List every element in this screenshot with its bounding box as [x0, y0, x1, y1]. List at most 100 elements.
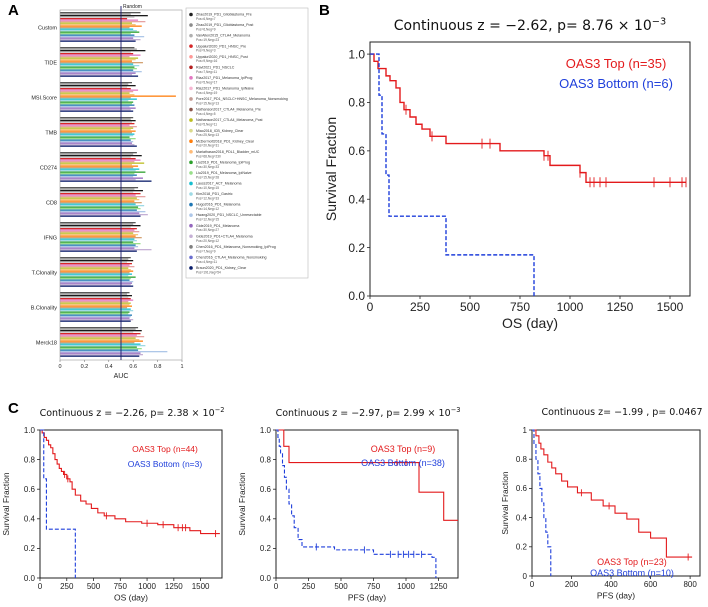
- bar-IFNG-5: [60, 229, 135, 231]
- y-tick-label: 0.6: [348, 144, 365, 158]
- bar-TMB-11: [60, 133, 135, 135]
- x-tick-label: 250: [60, 582, 74, 591]
- x-tick-label: 750: [367, 582, 381, 591]
- y-tick-label: 0.8: [260, 455, 272, 464]
- bar-Merck18-10: [60, 342, 135, 344]
- legend-marker: [189, 139, 193, 144]
- bar-Custom-15: [60, 34, 135, 36]
- km-curve-bottom: [276, 429, 437, 578]
- bar-T.Clonality-3: [60, 261, 128, 263]
- bar-CD274-10: [60, 167, 134, 169]
- legend-counts: Pos=68,Neg=230: [196, 154, 221, 158]
- bar-CD274-19: [60, 180, 152, 182]
- x-tick-label: 800: [683, 580, 697, 589]
- bar-MSI.Score-10: [60, 97, 131, 99]
- legend-entry: Riaz2017_PD1_Melanoma_IpiNaive: [196, 87, 254, 91]
- bar-TIDE-9: [60, 60, 132, 62]
- legend-entry-top: OAS3 Top (n=23): [597, 557, 667, 567]
- bar-CD8-10: [60, 202, 142, 204]
- bar-IFNG-18: [60, 249, 152, 251]
- x-tick-label: 1250: [165, 582, 183, 591]
- bar-CD8-9: [60, 200, 135, 202]
- bar-Custom-13: [60, 31, 140, 33]
- legend-entry: Chen2016_PD1_Melanoma_Nonsmoking_IpiProg: [196, 245, 276, 249]
- bar-TIDE-7: [60, 57, 139, 59]
- legend-counts: Pos=10,Neg=15: [196, 186, 219, 190]
- bar-B.Clonality-11: [60, 308, 131, 310]
- x-tick-label: 750: [114, 582, 128, 591]
- bar-CD274-8: [60, 164, 132, 166]
- x-tick-label: 200: [565, 580, 579, 589]
- y-tick-label: 0.2: [260, 544, 272, 553]
- y-tick-label: 1: [523, 426, 528, 435]
- bar-Merck18-6: [60, 336, 145, 338]
- bar-CD8-15: [60, 209, 137, 211]
- bar-TIDE-19: [60, 75, 139, 77]
- bar-CD8-7: [60, 197, 137, 199]
- bar-T.Clonality-8: [60, 269, 131, 271]
- bar-MSI.Score-17: [60, 107, 136, 109]
- bar-Merck18-12: [60, 345, 146, 347]
- bar-B.Clonality-2: [60, 295, 132, 297]
- bar-B.Clonality-9: [60, 305, 132, 307]
- bar-TIDE-18: [60, 74, 132, 76]
- legend-counts: Pos=7,Neg=9: [196, 249, 216, 253]
- legend-marker: [189, 107, 193, 112]
- bar-TIDE-17: [60, 72, 136, 74]
- bar-CD274-17: [60, 177, 143, 179]
- bar-Custom-18: [60, 39, 141, 41]
- bar-TMB-16: [60, 141, 134, 143]
- y-tick-label: 0.6: [516, 484, 528, 493]
- legend-entry: Gide2019_PD1+CTLA4_Melanoma: [196, 234, 253, 238]
- y-tick-label: 1.0: [260, 426, 272, 435]
- x-tick-label: 0.2: [81, 364, 89, 370]
- bar-Merck18-8: [60, 339, 140, 341]
- bar-IFNG-7: [60, 232, 134, 234]
- bar-Custom-5: [60, 19, 139, 21]
- x-tick-label: 400: [604, 580, 618, 589]
- legend-marker: [189, 223, 193, 228]
- legend-marker: [189, 76, 193, 80]
- bar-TMB-19: [60, 145, 137, 147]
- legend-marker: [189, 202, 193, 207]
- x-tick-label: 1000: [397, 582, 415, 591]
- x-axis-label: PFS (day): [348, 593, 386, 603]
- bar-CD8-0: [60, 187, 139, 189]
- bar-IFNG-1: [60, 223, 134, 225]
- bar-Custom-17: [60, 37, 134, 39]
- y-tick-label: 0.4: [24, 515, 36, 524]
- legend-counts: Pos=25,Neg=13: [196, 133, 219, 137]
- bar-CD8-5: [60, 194, 136, 196]
- legend-marker: [189, 245, 193, 249]
- x-tick-label: 1500: [657, 300, 684, 314]
- bar-T.Clonality-19: [60, 285, 134, 287]
- bar-Custom-9: [60, 25, 142, 27]
- bar-CD274-3: [60, 156, 131, 158]
- legend-marker: [189, 192, 193, 196]
- bar-CD8-1: [60, 188, 135, 190]
- group-label: CD8: [46, 201, 57, 207]
- y-axis-label: Survival Fraction: [1, 472, 11, 536]
- panel-label-a: A: [8, 2, 19, 19]
- bar-T.Clonality-9: [60, 270, 134, 272]
- legend-entry: Hwang2020_PD1_NSCLC_Unresectable: [196, 213, 262, 217]
- legend-counts: Pos=14,Neg=12: [196, 207, 219, 211]
- bar-B.Clonality-13: [60, 311, 130, 313]
- bar-Merck18-0: [60, 327, 139, 329]
- bar-Merck18-5: [60, 334, 137, 336]
- x-tick-label: 0.4: [105, 364, 113, 370]
- bar-IFNG-4: [60, 228, 137, 230]
- bar-Custom-16: [60, 36, 145, 38]
- legend-entry: VanAllen2015_CTLA4_Melanoma: [196, 34, 250, 38]
- bar-Custom-14: [60, 33, 131, 35]
- legend-counts: Pos=30,Neg=33: [196, 165, 219, 169]
- bar-B.Clonality-10: [60, 307, 128, 309]
- legend-counts: Pos=6,Neg=9: [196, 28, 216, 32]
- legend-entry: Ravi2021_PD1_NSCLC: [196, 65, 235, 69]
- legend-entry: Chen2016_CTLA4_Melanoma_Nonsmoking: [196, 255, 267, 259]
- km-curve-bottom: [532, 429, 552, 576]
- legend-counts: Pos=5,Neg=17: [196, 80, 217, 84]
- bar-MSI.Score-1: [60, 83, 129, 85]
- bar-TMB-10: [60, 132, 132, 134]
- bar-MSI.Score-19: [60, 110, 134, 112]
